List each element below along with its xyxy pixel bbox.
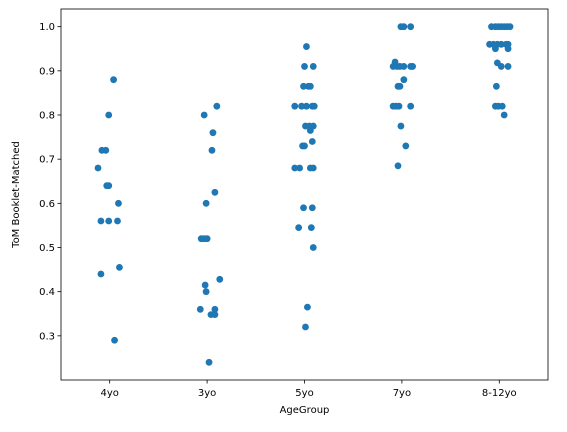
- data-point: [492, 82, 500, 90]
- data-point: [301, 142, 308, 150]
- x-tick-label: 7yo: [393, 388, 411, 399]
- data-point: [402, 142, 410, 150]
- data-point: [111, 336, 118, 344]
- data-point: [211, 305, 219, 313]
- data-point: [309, 164, 317, 172]
- data-point: [110, 76, 117, 84]
- data-points: [94, 23, 514, 366]
- data-point: [300, 204, 307, 212]
- x-axis-ticks: 4yo 3yo 5yo 7yo 8-12yo: [100, 380, 517, 399]
- data-point: [400, 23, 408, 31]
- y-axis-ticks: 0.3 0.4 0.5 0.6 0.7 0.8 0.9 1.0: [39, 22, 61, 342]
- data-point: [497, 63, 505, 70]
- data-point: [302, 323, 309, 331]
- data-point: [94, 164, 102, 172]
- data-point: [105, 217, 113, 225]
- data-point: [394, 162, 402, 170]
- data-point: [307, 224, 315, 232]
- x-axis-label: AgeGroup: [280, 405, 330, 416]
- data-point: [306, 127, 314, 134]
- data-point: [407, 23, 415, 31]
- data-point: [209, 129, 217, 137]
- data-point: [395, 102, 403, 110]
- data-point: [202, 199, 210, 207]
- data-point: [300, 82, 307, 90]
- data-point: [202, 288, 210, 296]
- data-point: [298, 102, 305, 110]
- data-point: [201, 281, 209, 289]
- data-point: [116, 263, 123, 271]
- y-tick-label: 0.9: [39, 66, 55, 77]
- x-tick-label: 3yo: [198, 388, 216, 399]
- data-point: [407, 102, 415, 110]
- data-point: [306, 82, 314, 90]
- y-axis-label: ToM Booklet-Matched: [11, 141, 22, 249]
- y-tick-label: 0.7: [39, 155, 55, 166]
- data-point: [304, 303, 311, 311]
- data-point: [400, 63, 408, 70]
- y-tick-label: 1.0: [39, 22, 55, 33]
- data-point: [500, 111, 508, 119]
- data-point: [102, 146, 110, 154]
- data-point: [291, 164, 299, 172]
- data-point: [309, 244, 317, 251]
- data-point: [291, 102, 299, 110]
- data-point: [400, 76, 408, 84]
- data-point: [409, 63, 417, 70]
- data-point: [97, 270, 105, 278]
- data-point: [211, 188, 219, 196]
- data-point: [203, 235, 211, 243]
- data-point: [296, 164, 304, 172]
- data-point: [498, 102, 506, 110]
- x-tick-label: 8-12yo: [482, 388, 517, 399]
- data-point: [504, 45, 512, 53]
- y-tick-label: 0.4: [39, 287, 55, 298]
- data-point: [497, 40, 505, 48]
- data-point: [115, 199, 122, 207]
- y-tick-label: 0.8: [39, 111, 55, 122]
- data-point: [396, 82, 404, 90]
- y-tick-label: 0.3: [39, 331, 55, 342]
- data-point: [295, 224, 303, 232]
- data-point: [506, 23, 514, 31]
- data-point: [301, 63, 308, 70]
- data-point: [397, 122, 405, 130]
- data-point: [97, 217, 105, 225]
- data-point: [208, 146, 216, 154]
- data-point: [308, 138, 316, 145]
- data-point: [105, 111, 113, 119]
- data-point: [492, 45, 499, 53]
- x-tick-label: 5yo: [295, 388, 313, 399]
- data-point: [105, 182, 113, 190]
- y-tick-label: 0.5: [39, 243, 55, 254]
- data-point: [310, 102, 318, 110]
- data-point: [213, 102, 221, 110]
- y-tick-label: 0.6: [39, 199, 55, 210]
- data-point: [196, 305, 204, 313]
- x-tick-label: 4yo: [100, 388, 118, 399]
- data-point: [205, 358, 213, 366]
- data-point: [308, 204, 316, 212]
- data-point: [216, 275, 224, 283]
- data-point: [114, 217, 121, 225]
- data-point: [211, 311, 219, 319]
- data-point: [309, 63, 317, 70]
- data-point: [303, 43, 310, 50]
- data-point: [303, 102, 310, 110]
- data-point: [504, 63, 512, 70]
- data-point: [200, 111, 208, 119]
